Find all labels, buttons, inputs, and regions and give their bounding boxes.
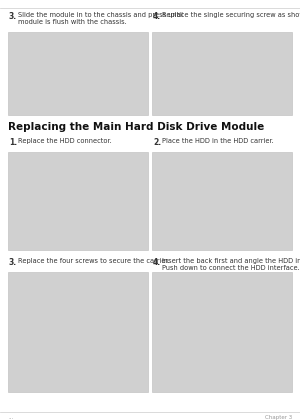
Text: 1.: 1. xyxy=(9,138,17,147)
Bar xyxy=(8,272,148,392)
Text: Replace the single securing screw as shown.: Replace the single securing screw as sho… xyxy=(162,12,300,18)
Text: Replacing the Main Hard Disk Drive Module: Replacing the Main Hard Disk Drive Modul… xyxy=(8,122,264,132)
Text: 2.: 2. xyxy=(153,138,161,147)
Text: Place the HDD in the HDD carrier.: Place the HDD in the HDD carrier. xyxy=(162,138,274,144)
Text: 3.: 3. xyxy=(9,258,17,267)
Text: Replace the HDD connector.: Replace the HDD connector. xyxy=(18,138,112,144)
Bar xyxy=(152,152,292,250)
Text: Insert the back first and angle the HDD in place.
Push down to connect the HDD i: Insert the back first and angle the HDD … xyxy=(162,258,300,271)
Text: 3.: 3. xyxy=(9,12,17,21)
Bar xyxy=(152,272,292,392)
Text: Slide the module in to the chassis and press until
module is flush with the chas: Slide the module in to the chassis and p… xyxy=(18,12,183,26)
Text: 4.: 4. xyxy=(153,258,161,267)
Text: 4.: 4. xyxy=(153,12,161,21)
Text: Chapter 3: Chapter 3 xyxy=(265,415,292,420)
Bar xyxy=(152,32,292,115)
Text: ...: ... xyxy=(8,415,13,420)
Bar xyxy=(8,32,148,115)
Bar xyxy=(8,152,148,250)
Text: Replace the four screws to secure the carrier.: Replace the four screws to secure the ca… xyxy=(18,258,170,264)
